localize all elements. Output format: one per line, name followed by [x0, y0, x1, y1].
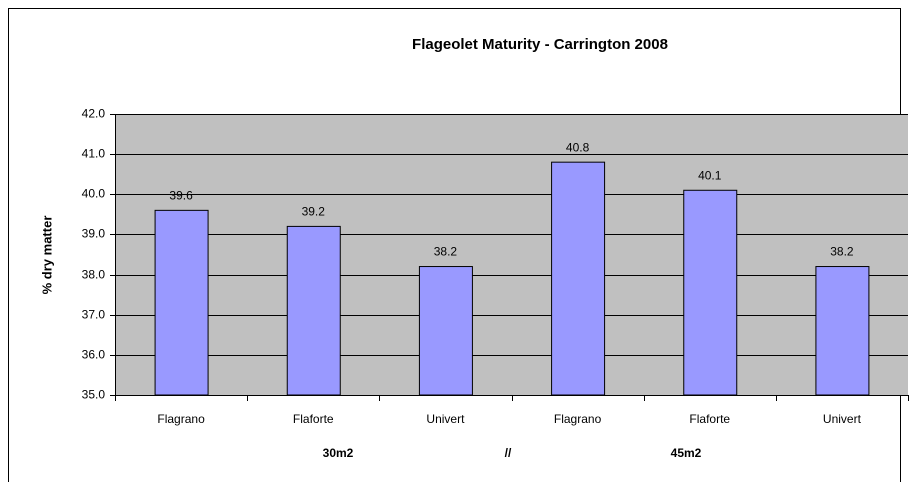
- y-tick-label: 40.0: [82, 187, 106, 201]
- x-tick-label: Univert: [823, 412, 862, 426]
- annotation: 30m2: [323, 446, 354, 460]
- x-tick-label: Flagrano: [554, 412, 602, 426]
- y-tick-label: 41.0: [82, 147, 106, 161]
- bar: [154, 209, 209, 396]
- data-label: 39.6: [169, 189, 193, 203]
- data-label: 38.2: [830, 245, 854, 259]
- x-tick-label: Flagrano: [157, 412, 205, 426]
- data-label: 38.2: [434, 245, 458, 259]
- bar: [551, 161, 606, 396]
- y-tick-label: 36.0: [82, 348, 106, 362]
- bar: [286, 225, 341, 396]
- x-tick-label: Flaforte: [293, 412, 334, 426]
- data-label: 40.1: [698, 168, 722, 182]
- annotation: 45m2: [671, 446, 702, 460]
- bar: [418, 266, 473, 396]
- bar: [815, 266, 870, 396]
- x-tick-label: Univert: [426, 412, 465, 426]
- y-tick-label: 35.0: [82, 388, 106, 402]
- y-axis-label: % dry matter: [39, 216, 54, 295]
- x-tick-label: Flaforte: [689, 412, 730, 426]
- bar: [683, 189, 738, 396]
- plot-area: [115, 114, 908, 395]
- y-tick-label: 37.0: [82, 308, 106, 322]
- chart-title: Flageolet Maturity - Carrington 2008: [412, 36, 668, 53]
- y-tick-label: 38.0: [82, 268, 106, 282]
- data-label: 39.2: [302, 205, 326, 219]
- annotation: //: [505, 446, 512, 460]
- data-label: 40.8: [566, 140, 590, 154]
- y-tick-label: 39.0: [82, 227, 106, 241]
- y-tick-label: 42.0: [82, 107, 106, 121]
